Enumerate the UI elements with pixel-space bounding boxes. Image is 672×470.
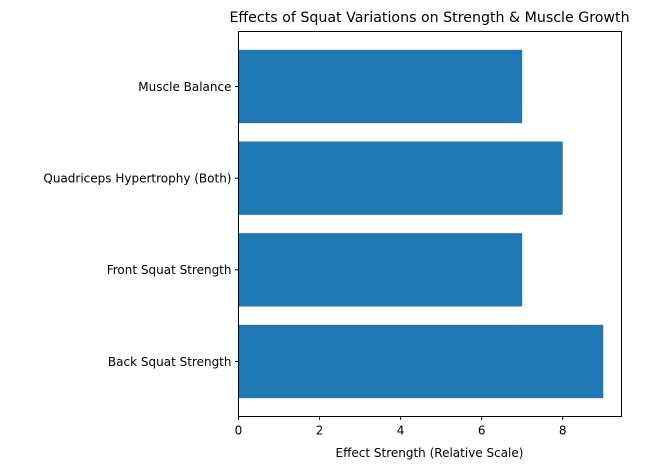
x-tick-label: 6: [478, 424, 486, 438]
chart-title: Effects of Squat Variations on Strength …: [229, 10, 629, 26]
y-tick-label: Back Squat Strength: [108, 355, 232, 369]
bars-group: [238, 49, 604, 399]
bar-front-squat-strength: [238, 233, 523, 307]
x-tick-label: 4: [397, 424, 405, 438]
axes-frame: [238, 31, 622, 417]
y-tick-label: Quadriceps Hypertrophy (Both): [43, 171, 231, 185]
x-axis-ticks: 0 2 4 6 8: [235, 416, 567, 438]
y-tick-label: Muscle Balance: [138, 80, 231, 94]
x-axis-label: Effect Strength (Relative Scale): [336, 446, 524, 460]
bar-quadriceps-hypertrophy-both: [238, 141, 563, 215]
x-tick-label: 8: [559, 424, 567, 438]
bar-muscle-balance: [238, 49, 523, 124]
x-tick-label: 0: [235, 424, 243, 438]
x-tick-label: 2: [316, 424, 324, 438]
y-axis-ticks: Back Squat Strength Front Squat Strength Q…: [43, 80, 239, 369]
y-tick-label: Front Squat Strength: [107, 263, 232, 277]
bar-back-squat-strength: [238, 324, 604, 399]
